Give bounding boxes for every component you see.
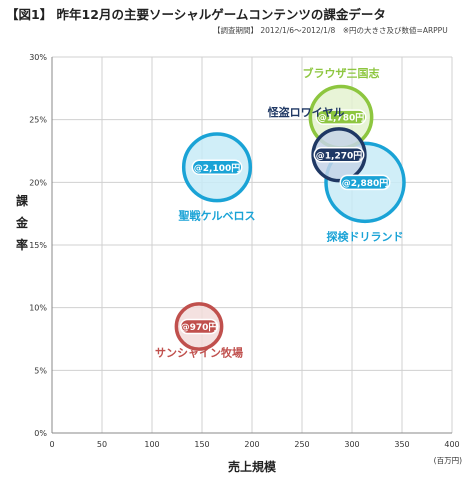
bubble-name-label: 探検ドリランド [327, 229, 404, 243]
bubble-value-label: @1,780円 [318, 113, 364, 124]
x-tick-label: 400 [444, 440, 459, 449]
bubble-value-pill [313, 147, 365, 163]
y-tick-label: 15% [29, 241, 47, 250]
x-tick-label: 0 [49, 440, 54, 449]
x-tick-label: 50 [97, 440, 107, 449]
y-tick-label: 30% [29, 53, 47, 62]
y-axis-label: 課金率 [15, 193, 29, 252]
bubble-value-label: @970円 [181, 322, 218, 333]
x-tick-label: 250 [294, 440, 309, 449]
y-tick-label: 5% [34, 366, 47, 375]
bubble-value-pill [179, 318, 219, 335]
bubble-value-pill [191, 159, 243, 176]
x-tick-label: 100 [144, 440, 159, 449]
x-tick-labels: 0 50 100 150 200 250 300 350 400 [49, 440, 459, 449]
grid-lines [51, 56, 453, 434]
x-tick-label: 350 [394, 440, 409, 449]
bubble-name-label: ブラウザ三国志 [303, 66, 380, 80]
y-tick-labels: 0% 5% 10% 15% 20% 25% 30% [29, 53, 47, 438]
x-tick-label: 300 [344, 440, 359, 449]
y-tick-label: 0% [34, 429, 47, 438]
y-tick-label: 10% [29, 304, 47, 313]
bubble-name-label: サンシャイン牧場 [155, 345, 243, 359]
y-tick-label: 25% [29, 116, 47, 125]
x-axis-label: 売上規模 [228, 459, 277, 474]
x-axis-unit: (百万円) [434, 456, 462, 465]
bubble-value-label: @1,270円 [316, 150, 362, 161]
chart-title: 【図1】 昨年12月の主要ソーシャルゲームコンテンツの課金データ [6, 7, 386, 22]
bubble-name-label: 怪盗ロワイヤル [268, 105, 345, 119]
bubble-value-label: @2,100円 [194, 163, 240, 174]
x-tick-label: 150 [194, 440, 209, 449]
bubble-value-pill [315, 109, 367, 125]
bubble-value-pill [339, 174, 391, 191]
x-tick-label: 200 [244, 440, 259, 449]
y-tick-label: 20% [29, 178, 47, 187]
bubble-value-label: @2,880円 [342, 178, 388, 189]
chart-subtitle: 【調査期間】 2012/1/6～2012/1/8 ※円の大きさ及び数値=ARPP… [213, 26, 448, 35]
bubble-name-label: 聖戦ケルベロス [179, 208, 256, 222]
